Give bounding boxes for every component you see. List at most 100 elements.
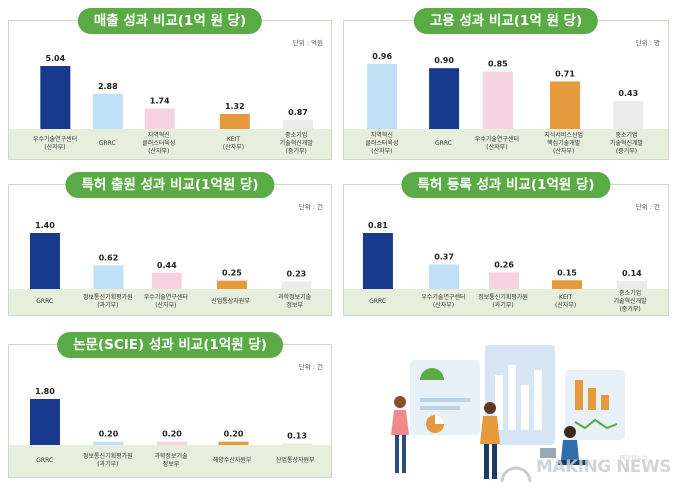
category-band: 우수기술연구센터 (산자부) GRRC 지역혁신 클러스터육성 (산자부) KEIT … — [9, 129, 331, 159]
bar — [216, 280, 247, 291]
bar-plot: 1.40 0.62 0.44 0.25 0.23 — [29, 221, 312, 291]
category-label: 지식서비스산업 핵심기술개발 (산자부) — [544, 132, 583, 155]
value-label: 0.85 — [488, 60, 508, 69]
category-label: GRRC — [36, 298, 54, 305]
value-label: 1.74 — [150, 97, 170, 106]
pie-slice — [435, 415, 444, 424]
category-label: 중소기업 기술혁신개발 (중기부) — [609, 132, 644, 155]
category-label: 중소기업 기술혁신개발 (중기부) — [279, 132, 313, 155]
category-label: 지역혁신 클러스터육성 (산자부) — [142, 132, 176, 155]
bar — [551, 280, 582, 291]
category-band: 지역혁신 클러스터육성 (산자부) GRRC 우수기술연구센터 (산자부) 지식서비스… — [344, 129, 668, 159]
mini-bar — [495, 375, 503, 430]
value-label: 0.23 — [287, 269, 307, 278]
value-label: 2.88 — [98, 82, 118, 91]
category-band: GRRC 정보통신기획평가원 (과기부) 과학정보기술 정보부 해양수산자원부 산업통상… — [9, 445, 331, 477]
chart-title: 매출 성과 비교(1억 원 당) — [77, 8, 263, 34]
chart-title: 고용 성과 비교(1억 원 당) — [413, 8, 599, 34]
gauge-icon — [420, 368, 444, 380]
category-label: 정보통신기획평가원 (과기부) — [83, 294, 133, 309]
bar — [362, 233, 393, 291]
bar-plot: 5.04 2.88 1.74 1.32 0.87 — [40, 54, 314, 131]
value-label: 0.13 — [287, 432, 307, 441]
category-label: GRRC — [369, 298, 387, 305]
category-label: 지역혁신 클러스터육성 (산자부) — [365, 132, 399, 155]
unit-label: 단위 : 명 — [635, 39, 660, 47]
category-label: 정보통신기획평가원 (과기부) — [478, 294, 528, 309]
bar — [283, 119, 314, 131]
category-label: 해양수산자원부 — [212, 457, 252, 464]
chart-title: 특허 출원 성과 비교(1억원 당) — [65, 172, 275, 198]
value-label: 1.32 — [225, 102, 245, 111]
category-band: GRRC 우수기술연구센터 (산자부) 정보통신기획평가원 (과기부) KEIT (산… — [344, 289, 668, 315]
unit-label: 단위 : 건 — [298, 203, 323, 211]
category-label: 정보통신기획평가원 (과기부) — [83, 453, 133, 468]
value-label: 0.71 — [555, 69, 575, 78]
value-label: 0.87 — [288, 108, 308, 117]
category-label: 산업통상자원부 — [211, 298, 250, 305]
bar — [550, 81, 581, 131]
category-label: GRRC — [36, 457, 54, 464]
patent-registration-chart-panel: 특허 등록 성과 비교(1억원 당) 단위 : 건 0.81 0.37 0.26 0.… — [343, 172, 669, 316]
category-label: KEIT (산자부) — [222, 136, 245, 151]
value-label: 0.43 — [618, 89, 638, 98]
watermark-korean: 메이킹뉴스 — [620, 454, 648, 462]
person-right-seated — [540, 426, 588, 465]
value-label: 0.81 — [368, 221, 388, 230]
bar — [219, 113, 250, 131]
bar — [489, 272, 520, 291]
patent-application-chart-panel: 특허 출원 성과 비교(1억원 당) 단위 : 건 1.40 0.62 0.44 0.… — [8, 172, 332, 316]
unit-label: 단위 : 억원 — [292, 39, 323, 47]
value-label: 0.37 — [434, 253, 454, 262]
text-line — [420, 398, 470, 402]
category-label: 산업통상자원부 — [275, 457, 315, 464]
bar — [144, 108, 175, 131]
value-label: 1.40 — [35, 221, 55, 230]
mini-bar — [508, 365, 516, 430]
bar — [40, 66, 71, 131]
bar — [93, 441, 124, 447]
bar — [29, 399, 60, 447]
person-left — [391, 396, 409, 473]
bar — [616, 280, 647, 291]
value-label: 0.25 — [222, 269, 242, 278]
category-label: GRRC — [98, 140, 116, 147]
bar — [29, 233, 60, 291]
category-band: GRRC 정보통신기획평가원 (과기부) 우수기술연구센터 (산자부) 산업통상자원부… — [9, 289, 331, 315]
value-label: 0.14 — [622, 269, 642, 278]
chart-title: 논문(SCIE) 성과 비교(1억원 당) — [57, 332, 283, 358]
bar — [218, 441, 249, 447]
globe-icon — [500, 466, 532, 483]
unit-label: 단위 : 건 — [298, 363, 323, 371]
value-label: 0.20 — [99, 430, 119, 439]
bar — [92, 93, 123, 131]
text-line — [420, 406, 460, 410]
watermark-logo: 메이킹뉴스 — [500, 454, 648, 483]
value-label: 0.20 — [162, 430, 182, 439]
bar — [429, 68, 460, 131]
value-label: 0.44 — [157, 261, 177, 270]
sales-chart-panel: 매출 성과 비교(1억 원 당) 단위 : 억원 5.04 2.88 1.74 1.3… — [8, 8, 332, 160]
unit-label: 단위 : 건 — [635, 203, 660, 211]
chart-title: 특허 등록 성과 비교(1억원 당) — [401, 172, 611, 198]
dashboard-board-left — [410, 360, 480, 435]
mini-bar — [601, 395, 609, 410]
bar — [482, 71, 513, 131]
mini-bar — [575, 380, 583, 410]
value-label: 0.20 — [224, 430, 244, 439]
mini-bar — [588, 388, 596, 410]
category-label: 우수기술연구센터 (산자부) — [143, 294, 188, 309]
bar — [93, 265, 124, 291]
value-label: 0.96 — [372, 52, 392, 61]
bar-plot: 0.81 0.37 0.26 0.15 0.14 — [362, 221, 647, 291]
bar-plot: 1.80 0.20 0.20 0.20 0.13 — [29, 387, 313, 447]
watermark-text: MAKING NEWS — [536, 457, 672, 477]
employment-chart-panel: 고용 성과 비교(1억 원 당) 단위 : 명 0.96 0.90 0.85 0.71… — [343, 8, 669, 160]
bar — [613, 100, 644, 131]
line-graph-icon — [574, 418, 618, 430]
person-center — [480, 402, 500, 479]
bar — [281, 281, 312, 291]
mini-bar — [521, 385, 529, 430]
value-label: 0.15 — [557, 268, 577, 277]
value-label: 1.80 — [35, 387, 55, 396]
